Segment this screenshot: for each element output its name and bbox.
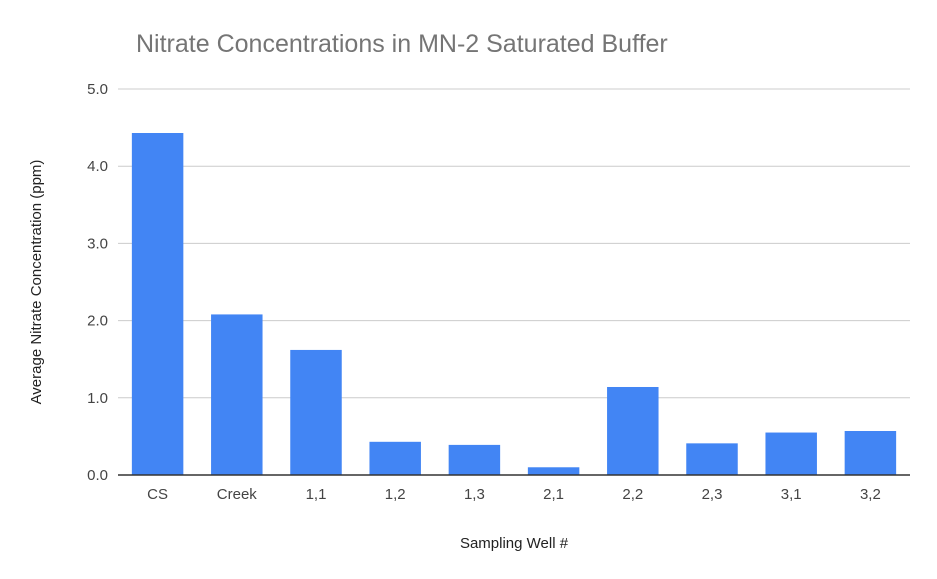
- y-axis-label: Average Nitrate Concentration (ppm): [28, 160, 45, 405]
- bars: [131, 133, 897, 475]
- x-tick-label: CS: [147, 486, 168, 503]
- x-tick-label: 1,2: [385, 486, 406, 503]
- y-axis-ticks: 0.0 1.0 2.0 3.0 4.0 5.0: [87, 81, 108, 484]
- bar: [686, 443, 738, 475]
- bar: [290, 349, 342, 475]
- y-tick-label: 5.0: [87, 81, 108, 98]
- bar: [211, 314, 263, 475]
- y-tick-label: 3.0: [87, 235, 108, 252]
- bar: [448, 444, 501, 475]
- bar: [844, 430, 897, 475]
- x-axis-ticks: CS Creek 1,1 1,2 1,3 2,1 2,2 2,3 3,1 3,2: [147, 486, 881, 503]
- x-tick-label: 3,2: [860, 486, 881, 503]
- y-tick-label: 1.0: [87, 390, 108, 407]
- x-tick-label: 2,1: [543, 486, 564, 503]
- chart-title: Nitrate Concentrations in MN-2 Saturated…: [136, 30, 668, 58]
- y-tick-label: 2.0: [87, 313, 108, 330]
- bar: [527, 467, 580, 475]
- x-tick-label: 1,1: [306, 486, 327, 503]
- x-tick-label: 2,2: [622, 486, 643, 503]
- y-tick-label: 0.0: [87, 467, 108, 484]
- x-tick-label: 1,3: [464, 486, 485, 503]
- bar: [765, 432, 817, 475]
- x-tick-label: Creek: [217, 486, 258, 503]
- x-tick-label: 2,3: [702, 486, 723, 503]
- y-tick-label: 4.0: [87, 158, 108, 175]
- x-axis-label: Sampling Well #: [460, 535, 569, 552]
- bar: [131, 133, 184, 475]
- x-tick-label: 3,1: [781, 486, 802, 503]
- bar: [369, 441, 421, 475]
- bar: [607, 386, 659, 475]
